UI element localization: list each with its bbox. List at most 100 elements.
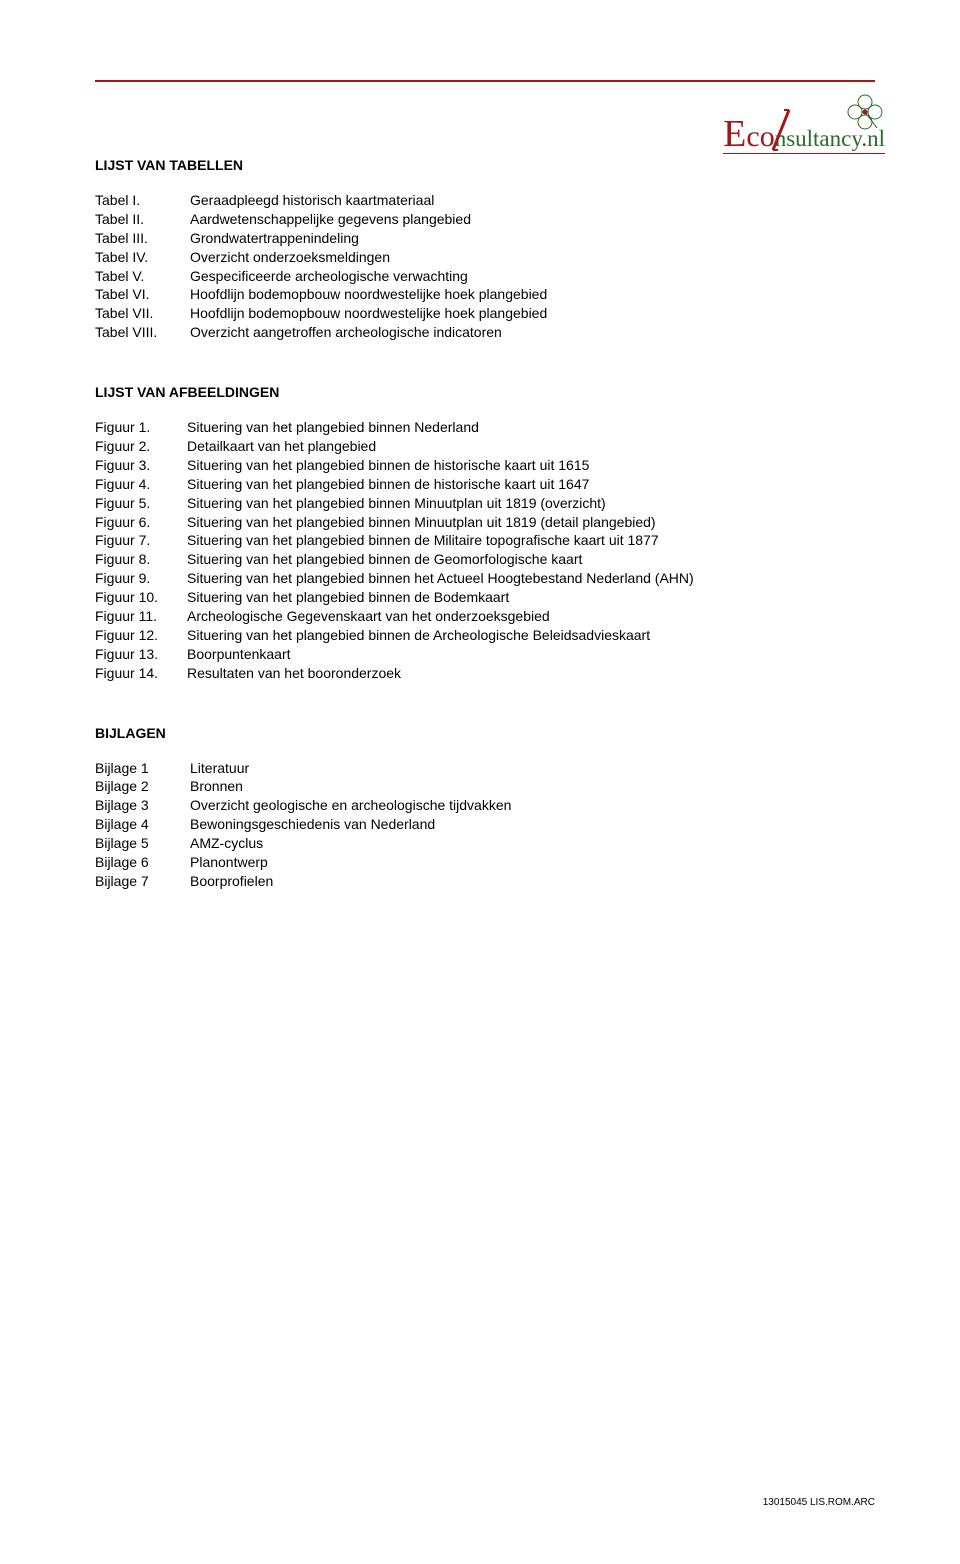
list-item-value: Situering van het plangebied binnen de h… [187,475,875,494]
list-item-key: Bijlage 7 [95,872,190,891]
list-item: Bijlage 3Overzicht geologische en archeo… [95,796,875,815]
list-item-key: Bijlage 5 [95,834,190,853]
list-item-value: Geraadpleegd historisch kaartmateriaal [190,191,875,210]
list-item-value: Archeologische Gegevenskaart van het ond… [187,607,875,626]
list-item-key: Figuur 4. [95,475,187,494]
list-item-value: Hoofdlijn bodemopbouw noordwestelijke ho… [190,304,875,323]
list-item-key: Tabel III. [95,229,190,248]
list-item-value: Situering van het plangebied binnen de B… [187,588,875,607]
list-item: Tabel V.Gespecificeerde archeologische v… [95,267,875,286]
list-item-key: Tabel VII. [95,304,190,323]
list-item: Figuur 7.Situering van het plangebied bi… [95,531,875,550]
list-item-key: Figuur 9. [95,569,187,588]
section-title-afbeeldingen: LIJST VAN AFBEELDINGEN [95,384,875,400]
list-item: Bijlage 6Planontwerp [95,853,875,872]
list-item-key: Figuur 11. [95,607,187,626]
list-item-value: Boorprofielen [190,872,875,891]
list-item-key: Tabel I. [95,191,190,210]
list-item-key: Figuur 13. [95,645,187,664]
list-item-value: Grondwatertrappenindeling [190,229,875,248]
logo-nsultancy: nsultancy [775,126,862,151]
logo-e: E [723,113,746,155]
list-item-key: Tabel VIII. [95,323,190,342]
list-item: Figuur 3.Situering van het plangebied bi… [95,456,875,475]
list-item-value: Literatuur [190,759,875,778]
list-item: Figuur 2.Detailkaart van het plangebied [95,437,875,456]
list-item-key: Tabel IV. [95,248,190,267]
list-item-value: Resultaten van het booronderzoek [187,664,875,683]
list-item-value: Detailkaart van het plangebied [187,437,875,456]
list-item: Bijlage 7Boorprofielen [95,872,875,891]
list-item: Figuur 9.Situering van het plangebied bi… [95,569,875,588]
footer-code: 13015045 LIS.ROM.ARC [763,1497,875,1508]
logo-nl: nl [867,126,885,151]
list-item-value: Overzicht geologische en archeologische … [190,796,875,815]
list-item-value: Situering van het plangebied binnen Nede… [187,418,875,437]
list-item-value: Situering van het plangebied binnen de G… [187,550,875,569]
list-item: Figuur 8.Situering van het plangebied bi… [95,550,875,569]
list-item-key: Bijlage 6 [95,853,190,872]
list-item-value: Overzicht aangetroffen archeologische in… [190,323,875,342]
list-item-key: Bijlage 1 [95,759,190,778]
list-item-key: Figuur 12. [95,626,187,645]
logo: Econsultancy.nl [723,112,885,156]
list-item: Figuur 11.Archeologische Gegevenskaart v… [95,607,875,626]
list-item-value: Situering van het plangebied binnen het … [187,569,875,588]
list-item-value: Situering van het plangebied binnen Minu… [187,494,875,513]
list-item: Tabel VII.Hoofdlijn bodemopbouw noordwes… [95,304,875,323]
list-item-value: Gespecificeerde archeologische verwachti… [190,267,875,286]
list-item: Tabel II.Aardwetenschappelijke gegevens … [95,210,875,229]
list-item: Figuur 6.Situering van het plangebied bi… [95,513,875,532]
list-item: Tabel I.Geraadpleegd historisch kaartmat… [95,191,875,210]
list-item: Bijlage 5AMZ-cyclus [95,834,875,853]
list-item-value: AMZ-cyclus [190,834,875,853]
list-item-value: Situering van het plangebied binnen Minu… [187,513,875,532]
list-item: Figuur 14.Resultaten van het booronderzo… [95,664,875,683]
list-item-key: Figuur 7. [95,531,187,550]
section-title-tabellen: LIJST VAN TABELLEN [95,157,875,173]
header-rule [95,80,875,82]
list-item-value: Situering van het plangebied binnen de h… [187,456,875,475]
list-item-value: Aardwetenschappelijke gegevens plangebie… [190,210,875,229]
list-item-key: Figuur 1. [95,418,187,437]
list-item: Bijlage 2Bronnen [95,777,875,796]
list-item-key: Figuur 2. [95,437,187,456]
logo-co: co [746,120,774,153]
list-item-value: Planontwerp [190,853,875,872]
document-body: LIJST VAN TABELLEN Tabel I.Geraadpleegd … [95,82,875,891]
list-item-key: Bijlage 2 [95,777,190,796]
list-afbeeldingen: Figuur 1.Situering van het plangebied bi… [95,418,875,682]
list-item: Tabel VI.Hoofdlijn bodemopbouw noordwest… [95,285,875,304]
list-tabellen: Tabel I.Geraadpleegd historisch kaartmat… [95,191,875,342]
list-item-key: Bijlage 4 [95,815,190,834]
list-item-key: Tabel VI. [95,285,190,304]
list-item: Figuur 4.Situering van het plangebied bi… [95,475,875,494]
list-item-key: Bijlage 3 [95,796,190,815]
list-item: Figuur 12.Situering van het plangebied b… [95,626,875,645]
list-item-key: Figuur 8. [95,550,187,569]
list-item: Figuur 13.Boorpuntenkaart [95,645,875,664]
list-item: Figuur 1.Situering van het plangebied bi… [95,418,875,437]
list-item-value: Overzicht onderzoeksmeldingen [190,248,875,267]
list-item: Tabel III.Grondwatertrappenindeling [95,229,875,248]
list-item-key: Figuur 10. [95,588,187,607]
list-item: Tabel IV.Overzicht onderzoeksmeldingen [95,248,875,267]
list-item-key: Figuur 6. [95,513,187,532]
list-item-key: Tabel V. [95,267,190,286]
list-item: Bijlage 1Literatuur [95,759,875,778]
list-item-value: Situering van het plangebied binnen de M… [187,531,875,550]
list-item-value: Hoofdlijn bodemopbouw noordwestelijke ho… [190,285,875,304]
list-item: Figuur 5.Situering van het plangebied bi… [95,494,875,513]
list-item-value: Boorpuntenkaart [187,645,875,664]
list-item-key: Figuur 5. [95,494,187,513]
section-title-bijlagen: BIJLAGEN [95,725,875,741]
list-item: Bijlage 4Bewoningsgeschiedenis van Neder… [95,815,875,834]
list-bijlagen: Bijlage 1LiteratuurBijlage 2BronnenBijla… [95,759,875,891]
list-item: Figuur 10. Situering van het plangebied … [95,588,875,607]
list-item: Tabel VIII.Overzicht aangetroffen archeo… [95,323,875,342]
list-item-value: Bewoningsgeschiedenis van Nederland [190,815,875,834]
list-item-key: Tabel II. [95,210,190,229]
list-item-key: Figuur 3. [95,456,187,475]
list-item-value: Situering van het plangebied binnen de A… [187,626,875,645]
list-item-value: Bronnen [190,777,875,796]
